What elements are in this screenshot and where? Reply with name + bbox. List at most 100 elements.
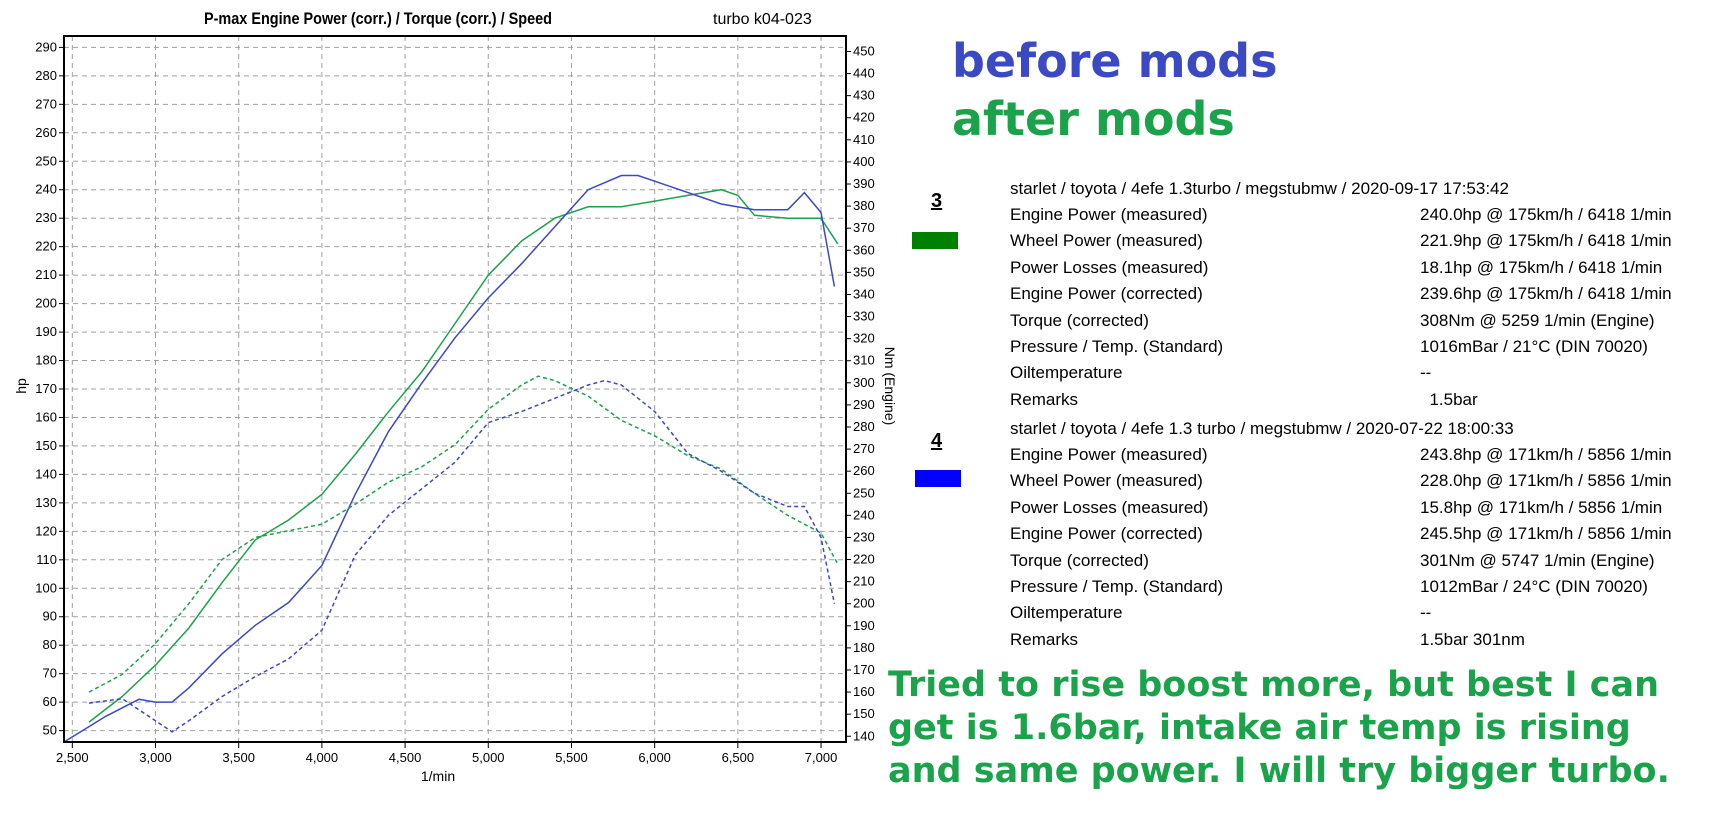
y-axis-ticks: 50 60 70 80 90 100 110 120 130 140 150 160 170 180 190… <box>35 39 64 738</box>
x-tick-label: 5,000 <box>472 750 505 765</box>
y-tick-label: 230 <box>35 210 57 225</box>
row-key: Remarks <box>1010 389 1079 409</box>
row-value: -- <box>1420 603 1432 623</box>
row-value: 221.9hp @ 175km/h / 6418 1/min <box>1420 231 1672 251</box>
legend-after-mods: after mods <box>952 92 1235 146</box>
chart-subtitle: turbo k04-023 <box>713 11 812 28</box>
run-4-details: starlet / toyota / 4efe 1.3 turbo / megs… <box>1010 416 1710 653</box>
y2-tick-label: 200 <box>853 596 875 611</box>
run-row: Torque (corrected) 301Nm @ 5747 1/min (En… <box>1010 548 1710 574</box>
row-key: Pressure / Temp. (Standard) <box>1010 336 1224 356</box>
y-tick-label: 180 <box>35 353 57 368</box>
row-value: 308Nm @ 5259 1/min (Engine) <box>1420 310 1655 330</box>
run-3-color-swatch <box>912 232 958 249</box>
y-tick-label: 220 <box>35 239 57 254</box>
run-row: Oiltemperature -- <box>1010 600 1710 626</box>
run-header: starlet / toyota / 4efe 1.3turbo / megst… <box>1010 179 1509 198</box>
run-row: Engine Power (corrected) 239.6hp @ 175km/… <box>1010 281 1710 307</box>
y2-tick-label: 360 <box>853 242 875 257</box>
row-key: Engine Power (corrected) <box>1010 284 1203 304</box>
y2-tick-label: 150 <box>853 706 875 721</box>
run-header: starlet / toyota / 4efe 1.3 turbo / megs… <box>1010 419 1514 438</box>
run-3-details: starlet / toyota / 4efe 1.3turbo / megst… <box>1010 176 1710 413</box>
y2-tick-label: 370 <box>853 220 875 235</box>
chart-title: P-max Engine Power (corr.) / Torque (cor… <box>204 10 552 28</box>
y-tick-label: 190 <box>35 324 57 339</box>
y2-tick-label: 330 <box>853 309 875 324</box>
y2-tick-label: 440 <box>853 66 875 81</box>
row-value: 301Nm @ 5747 1/min (Engine) <box>1420 550 1655 570</box>
run-row: Engine Power (measured) 243.8hp @ 171km/h… <box>1010 442 1710 468</box>
y2-tick-label: 350 <box>853 264 875 279</box>
row-key: Engine Power (corrected) <box>1010 524 1203 544</box>
run-row: Power Losses (measured) 15.8hp @ 171km/h … <box>1010 495 1710 521</box>
row-value: 240.0hp @ 175km/h / 6418 1/min <box>1420 205 1672 224</box>
y2-tick-label: 320 <box>853 331 875 346</box>
note-text: Tried to rise boost more, but best I can… <box>888 665 1670 791</box>
x-axis-label: 1/min <box>421 768 455 784</box>
x-axis-ticks: 2,500 3,000 3,500 4,000 4,500 5,000 5,500 6,000… <box>56 742 837 765</box>
run-row: Wheel Power (measured) 221.9hp @ 175km/h … <box>1010 228 1710 254</box>
run-row: Remarks 1.5bar <box>1010 387 1710 413</box>
y2-tick-label: 210 <box>853 574 875 589</box>
row-value: 243.8hp @ 171km/h / 5856 1/min <box>1420 445 1672 464</box>
series-line-run-4-power <box>63 174 836 743</box>
row-key: Pressure / Temp. (Standard) <box>1010 576 1224 596</box>
legend-before-mods: before mods <box>952 34 1278 88</box>
y-tick-label: 240 <box>35 182 57 197</box>
y2-tick-label: 280 <box>853 419 875 434</box>
row-value: 1016mBar / 21°C (DIN 70020) <box>1420 336 1648 356</box>
y-tick-label: 250 <box>35 153 57 168</box>
y2-tick-label: 270 <box>853 441 875 456</box>
x-tick-label: 2,500 <box>56 750 89 765</box>
row-key: Engine Power (measured) <box>1010 445 1208 464</box>
y2-tick-label: 290 <box>853 397 875 412</box>
x-tick-label: 4,500 <box>389 750 422 765</box>
y2-tick-label: 420 <box>853 110 875 125</box>
run-row: Pressure / Temp. (Standard) 1016mBar / 21… <box>1010 334 1710 360</box>
y-tick-label: 50 <box>43 723 57 738</box>
run-row: Engine Power (corrected) 245.5hp @ 171km/… <box>1010 521 1710 547</box>
y-tick-label: 160 <box>35 409 57 424</box>
y-tick-label: 140 <box>35 466 57 481</box>
row-value: 239.6hp @ 175km/h / 6418 1/min <box>1420 284 1672 304</box>
y2-tick-label: 250 <box>853 485 875 500</box>
row-value: 1.5bar <box>1420 389 1478 409</box>
run-row: Engine Power (measured) 240.0hp @ 175km/h… <box>1010 202 1710 228</box>
dyno-chart: P-max Engine Power (corr.) / Torque (cor… <box>13 10 898 784</box>
y2-tick-label: 430 <box>853 88 875 103</box>
series-line-run-3-torque <box>88 375 839 693</box>
y-tick-label: 70 <box>43 666 57 681</box>
x-tick-label: 6,500 <box>722 750 755 765</box>
y-tick-label: 100 <box>35 580 57 595</box>
y-tick-label: 200 <box>35 296 57 311</box>
row-value: 1.5bar 301nm <box>1420 629 1525 649</box>
row-value: -- <box>1420 363 1432 383</box>
row-value: 18.1hp @ 175km/h / 6418 1/min <box>1420 257 1663 277</box>
row-key: Remarks <box>1010 629 1079 649</box>
y-tick-label: 150 <box>35 438 57 453</box>
y2-tick-label: 450 <box>853 43 875 58</box>
y2-tick-label: 300 <box>853 375 875 390</box>
y2-tick-label: 140 <box>853 728 875 743</box>
y2-tick-label: 340 <box>853 286 875 301</box>
row-value: 1012mBar / 24°C (DIN 70020) <box>1420 576 1648 596</box>
run-number-3: 3 <box>931 190 943 212</box>
row-key: Oiltemperature <box>1010 363 1123 383</box>
run-row: Remarks 1.5bar 301nm <box>1010 627 1710 653</box>
y2-tick-label: 380 <box>853 198 875 213</box>
y-tick-label: 270 <box>35 96 57 111</box>
y-tick-label: 120 <box>35 523 57 538</box>
row-value: 228.0hp @ 171km/h / 5856 1/min <box>1420 471 1672 491</box>
row-value: 245.5hp @ 171km/h / 5856 1/min <box>1420 524 1672 544</box>
y2-tick-label: 240 <box>853 507 875 522</box>
y-tick-label: 290 <box>35 39 57 54</box>
y2-tick-label: 190 <box>853 618 875 633</box>
y-tick-label: 110 <box>36 552 57 567</box>
y2-tick-label: 400 <box>853 154 875 169</box>
row-key: Torque (corrected) <box>1010 550 1149 570</box>
series-line-run-3-power <box>88 188 839 723</box>
run-row: Pressure / Temp. (Standard) 1012mBar / 24… <box>1010 574 1710 600</box>
y-tick-label: 60 <box>43 694 57 709</box>
row-value: 15.8hp @ 171km/h / 5856 1/min <box>1420 497 1663 517</box>
